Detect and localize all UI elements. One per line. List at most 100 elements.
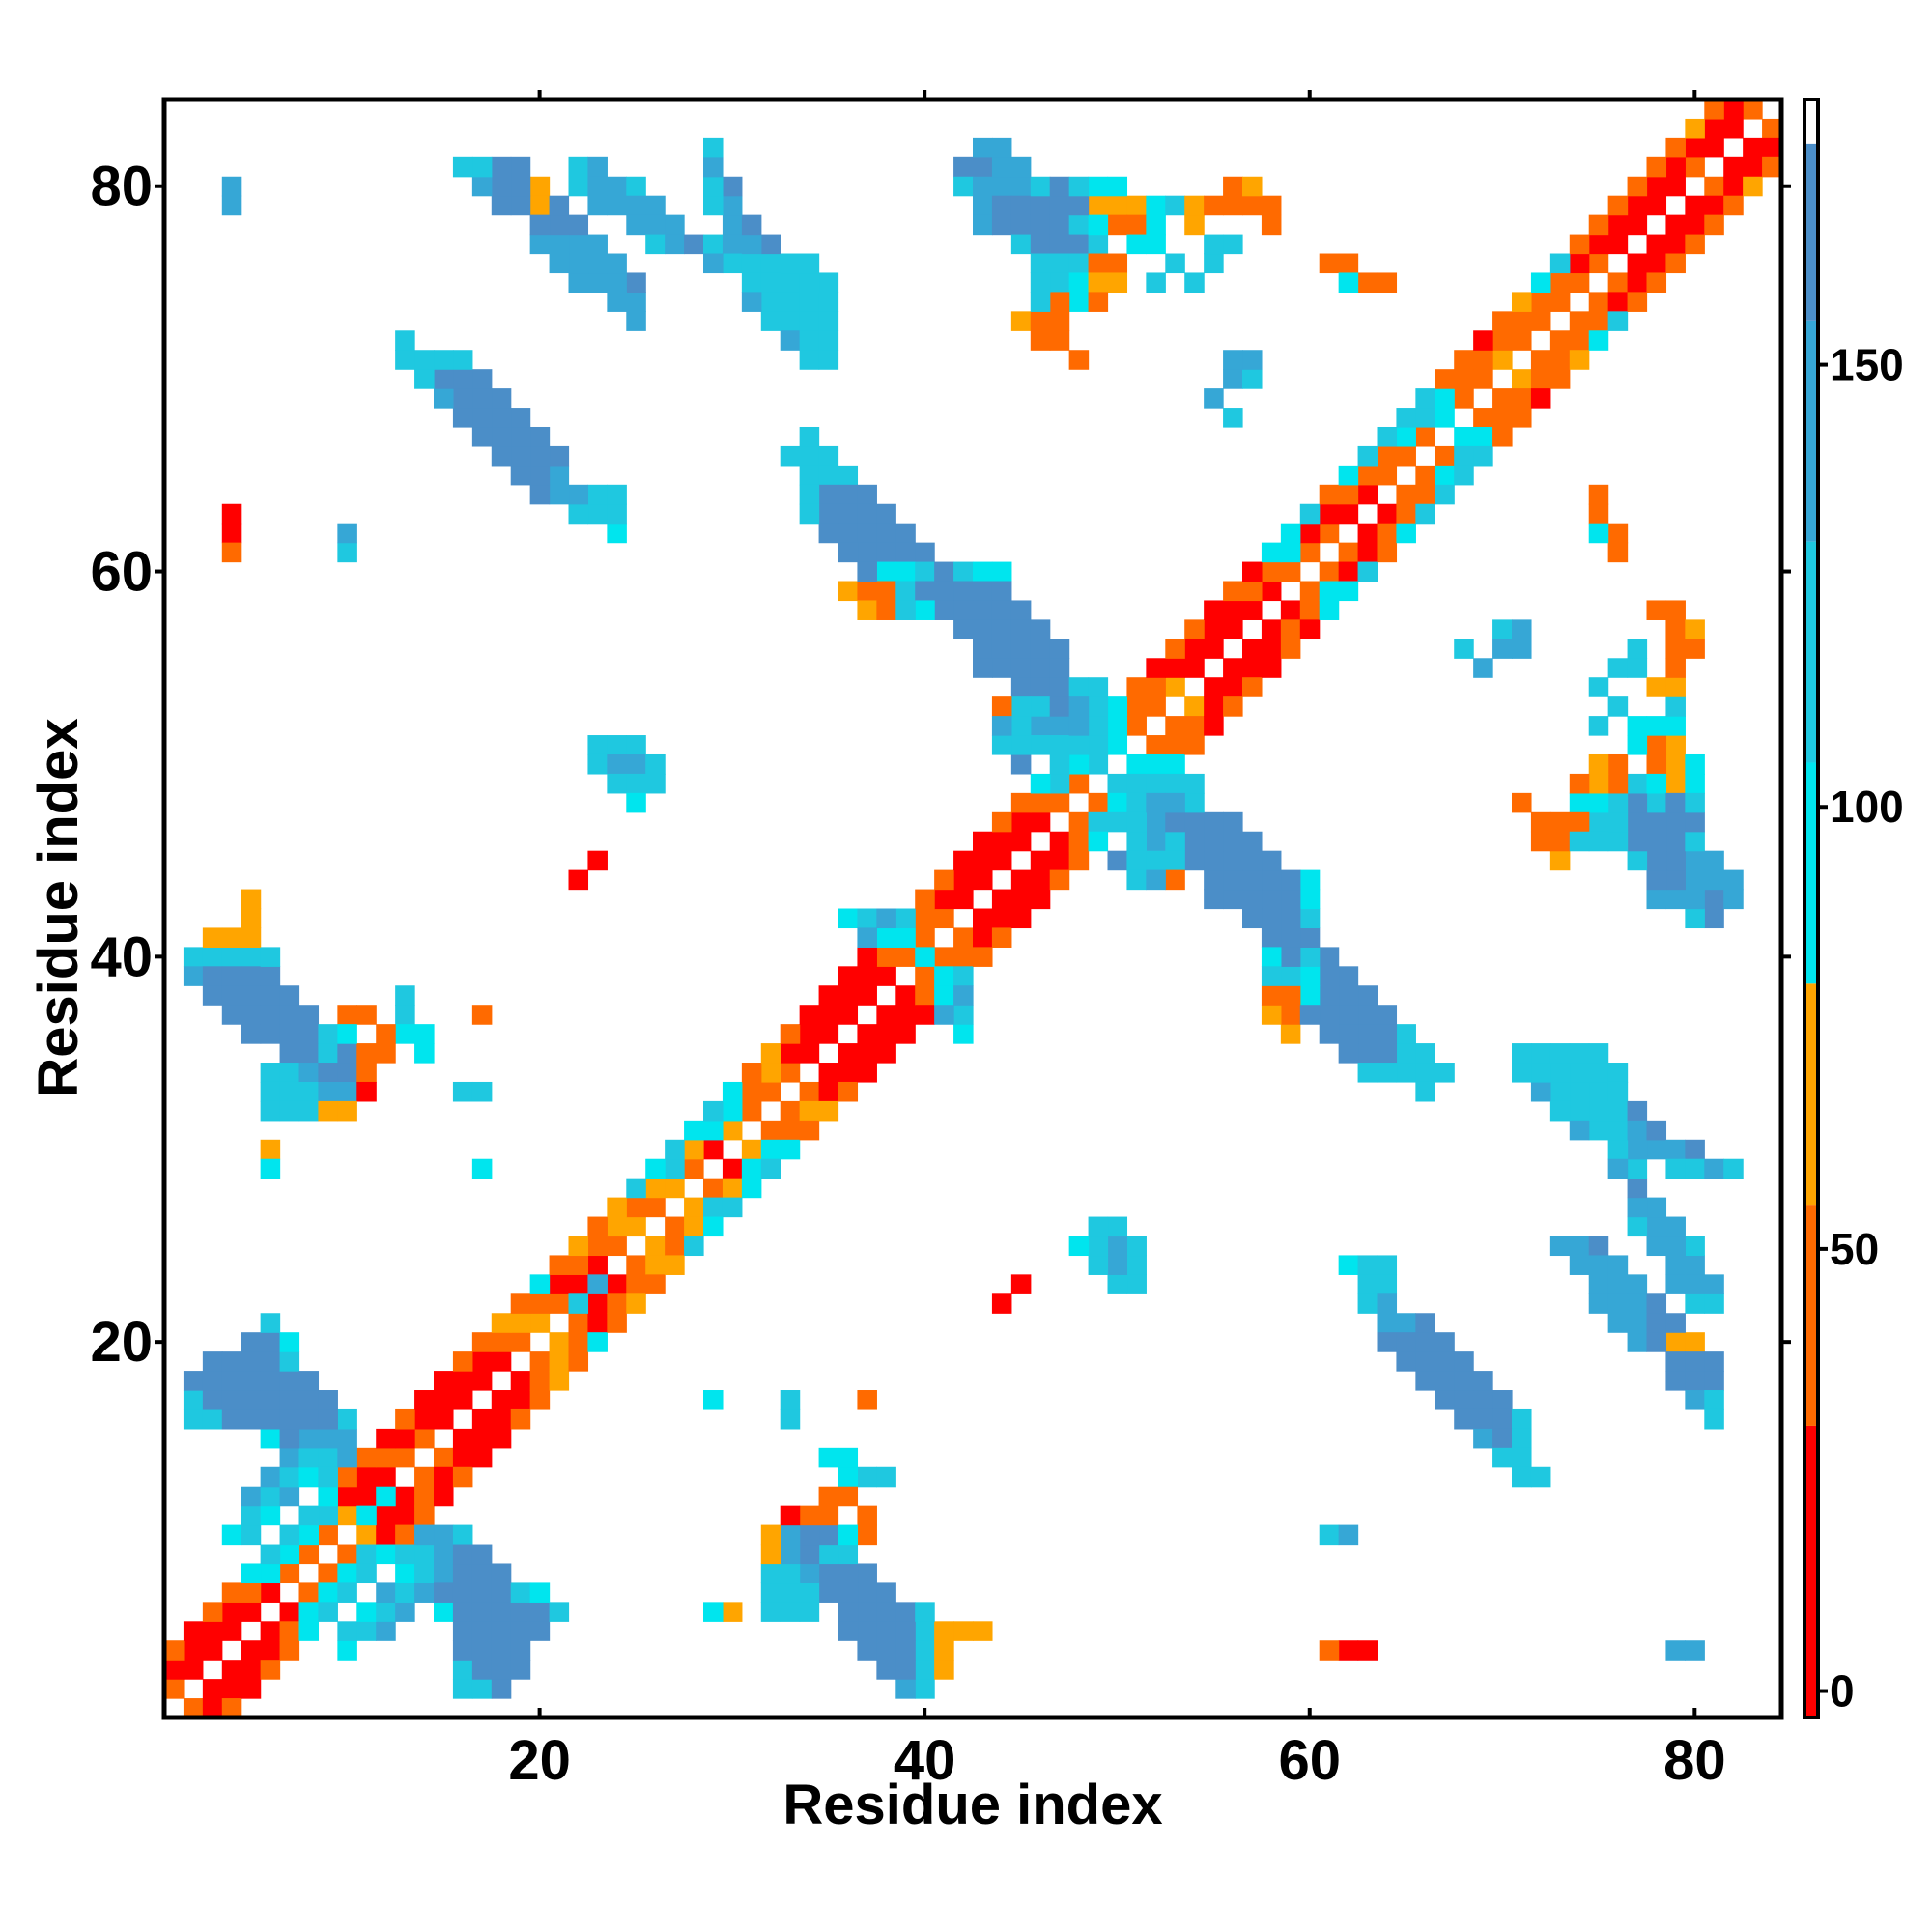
heatmap-cell [1242,831,1263,852]
heatmap-cell [1530,272,1551,293]
heatmap-cell [953,176,974,197]
heatmap-cell [337,1621,357,1641]
heatmap-cell [741,214,762,236]
heatmap-cell [1242,369,1263,389]
colorbar-segment [1804,320,1818,542]
heatmap-cell [452,1660,473,1680]
heatmap-cell [1010,811,1032,833]
heatmap-cell [1223,677,1243,697]
heatmap-cell [1204,889,1224,910]
heatmap-cell [818,503,839,525]
heatmap-cell [607,253,627,274]
heatmap-cell [1010,311,1032,331]
heatmap-cell [1184,272,1205,293]
heatmap-cell [626,214,646,236]
heatmap-cell [1665,1351,1686,1372]
heatmap-cell [260,1063,281,1083]
heatmap-cell [607,753,627,775]
heatmap-cell [1530,388,1551,409]
heatmap-cell [1607,214,1629,236]
heatmap-cell [1377,1043,1398,1064]
heatmap-cell [915,1679,935,1699]
heatmap-cell [1146,850,1166,871]
heatmap-cell [164,1679,185,1699]
heatmap-cell [434,350,454,370]
heatmap-cell [1704,850,1724,871]
heatmap-cell [1049,753,1070,775]
heatmap-cell [1010,156,1032,178]
heatmap-cell [356,1524,377,1546]
heatmap-cell [1512,639,1532,659]
heatmap-cell [1223,369,1243,389]
heatmap-cell [241,1640,262,1661]
heatmap-cell [1588,330,1609,351]
heatmap-cell [760,1582,781,1603]
heatmap-cell [1685,753,1705,775]
heatmap-cell [1607,292,1629,312]
heatmap-cell [1512,619,1532,639]
heatmap-cell [414,1466,435,1488]
heatmap-cell [298,1100,320,1122]
heatmap-cell [626,292,646,312]
heatmap-cell [279,1544,300,1565]
heatmap-cell [703,156,724,178]
heatmap-cell [838,966,859,986]
heatmap-cell [1607,811,1629,833]
heatmap-cell [1415,1351,1435,1372]
heatmap-cell [780,1524,801,1546]
heatmap-cell [337,1486,357,1507]
heatmap-cell [991,696,1012,717]
heatmap-cell [1396,1043,1416,1064]
heatmap-cell [1184,658,1205,678]
heatmap-cell [1068,234,1090,255]
heatmap-cell [298,1466,320,1488]
heatmap-cell [356,1602,377,1622]
heatmap-cell [1435,484,1455,505]
heatmap-cell [587,1332,608,1352]
heatmap-cell [202,1698,223,1719]
heatmap-cell [1646,176,1667,197]
heatmap-cell [1377,1063,1398,1083]
heatmap-cell [703,234,724,255]
heatmap-cell [1146,773,1166,794]
heatmap-cell [1607,1255,1629,1275]
heatmap-cell [703,1197,724,1218]
heatmap-cell [1030,658,1051,678]
heatmap-cell [587,234,608,255]
heatmap-cell [241,1371,262,1391]
heatmap-cell [279,1005,300,1025]
heatmap-cell [760,1563,781,1584]
heatmap-cell [337,1005,357,1025]
heatmap-cell [529,465,551,486]
heatmap-cell [1646,600,1667,620]
heatmap-cell [1357,1640,1378,1661]
heatmap-cell [376,1621,396,1641]
heatmap-cell [1088,1255,1109,1275]
heatmap-cell [1223,869,1243,891]
heatmap-cell [434,1466,454,1488]
heatmap-cell [1088,272,1109,293]
heatmap-cell [895,947,916,967]
heatmap-cell [298,1043,320,1064]
heatmap-cell [1299,966,1321,986]
heatmap-cell [1010,600,1032,620]
heatmap-cell [434,1602,454,1622]
heatmap-cell [838,1005,859,1025]
heatmap-cell [549,1602,570,1622]
heatmap-cell [1646,716,1667,736]
heatmap-cell [915,1621,935,1641]
heatmap-cell [1030,889,1051,910]
heatmap-cell [1204,831,1224,852]
heatmap-cell [1299,985,1321,1006]
heatmap-cell [1704,1351,1724,1372]
heatmap-cell [260,1081,281,1102]
heatmap-cell [1627,716,1648,736]
heatmap-cell [1665,792,1686,813]
heatmap-cell [318,1486,338,1507]
heatmap-cell [1473,1408,1493,1430]
heatmap-cell [818,523,839,544]
heatmap-cell [722,1178,743,1199]
heatmap-cell [510,408,531,428]
heatmap-cell [279,1100,300,1122]
heatmap-cell [1242,600,1263,620]
